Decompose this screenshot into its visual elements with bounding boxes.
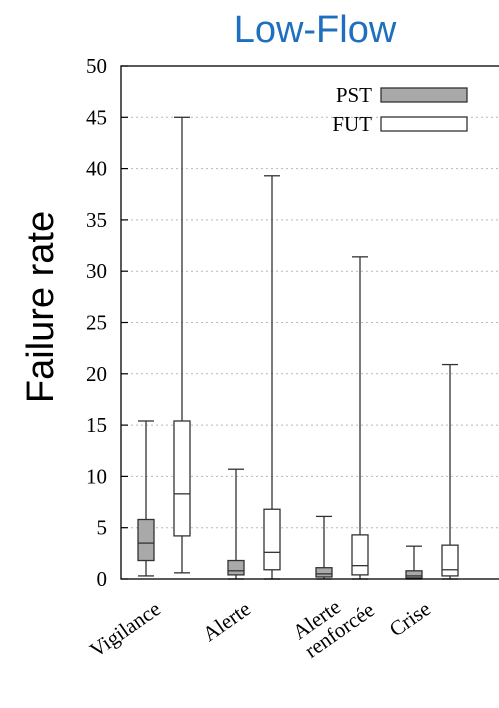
box-fut-0 [173, 116, 191, 574]
legend-swatch [380, 116, 468, 132]
chart-title: Low-Flow [234, 9, 397, 51]
y-tick-label: 35 [86, 208, 107, 232]
box-iqr [405, 570, 423, 579]
y-axis-label: Failure rate [20, 211, 62, 403]
box-pst-0 [137, 420, 155, 577]
category-label-line: Vigilance [85, 596, 165, 662]
box-pst-1 [227, 468, 245, 580]
y-tick-label: 40 [86, 157, 107, 181]
legend-label: FUT [332, 112, 372, 136]
y-tick-label: 45 [86, 105, 107, 129]
category-label: Vigilance [85, 596, 165, 662]
y-tick-label: 15 [86, 413, 107, 437]
legend: PST FUT [332, 83, 468, 136]
category-label-line: Crise [385, 596, 435, 641]
legend-swatch [380, 87, 468, 103]
category-label: Alerterenforcée [287, 580, 378, 663]
category-label: Alerte [198, 596, 255, 646]
box-fut-3 [441, 363, 459, 580]
x-axis-categories: Vigilance Alerte Alerterenforcée Crise [85, 580, 435, 663]
y-tick-label: 10 [86, 464, 107, 488]
y-tick-label: 50 [86, 54, 107, 78]
box-iqr [263, 508, 281, 571]
y-tick-label: 0 [97, 567, 108, 591]
y-tick-label: 25 [86, 311, 107, 335]
y-axis-ticks: 0 5 10 15 20 25 30 35 40 45 50 [86, 54, 128, 591]
box-series [137, 116, 459, 580]
legend-label: PST [336, 83, 372, 107]
y-tick-label: 20 [86, 362, 107, 386]
box-iqr [441, 544, 459, 577]
box-pst-3 [405, 545, 423, 580]
box-iqr [227, 559, 245, 576]
box-iqr [137, 518, 155, 562]
plot-frame [120, 65, 499, 580]
box-fut-2 [351, 256, 369, 580]
y-tick-label: 5 [97, 516, 108, 540]
box-fut-1 [263, 175, 281, 580]
box-iqr [351, 534, 369, 576]
box-iqr [173, 420, 191, 537]
category-label-line: Alerte [198, 596, 255, 646]
category-label: Crise [385, 596, 435, 641]
y-tick-label: 30 [86, 259, 107, 283]
box-iqr [315, 567, 333, 578]
box-pst-2 [315, 515, 333, 580]
